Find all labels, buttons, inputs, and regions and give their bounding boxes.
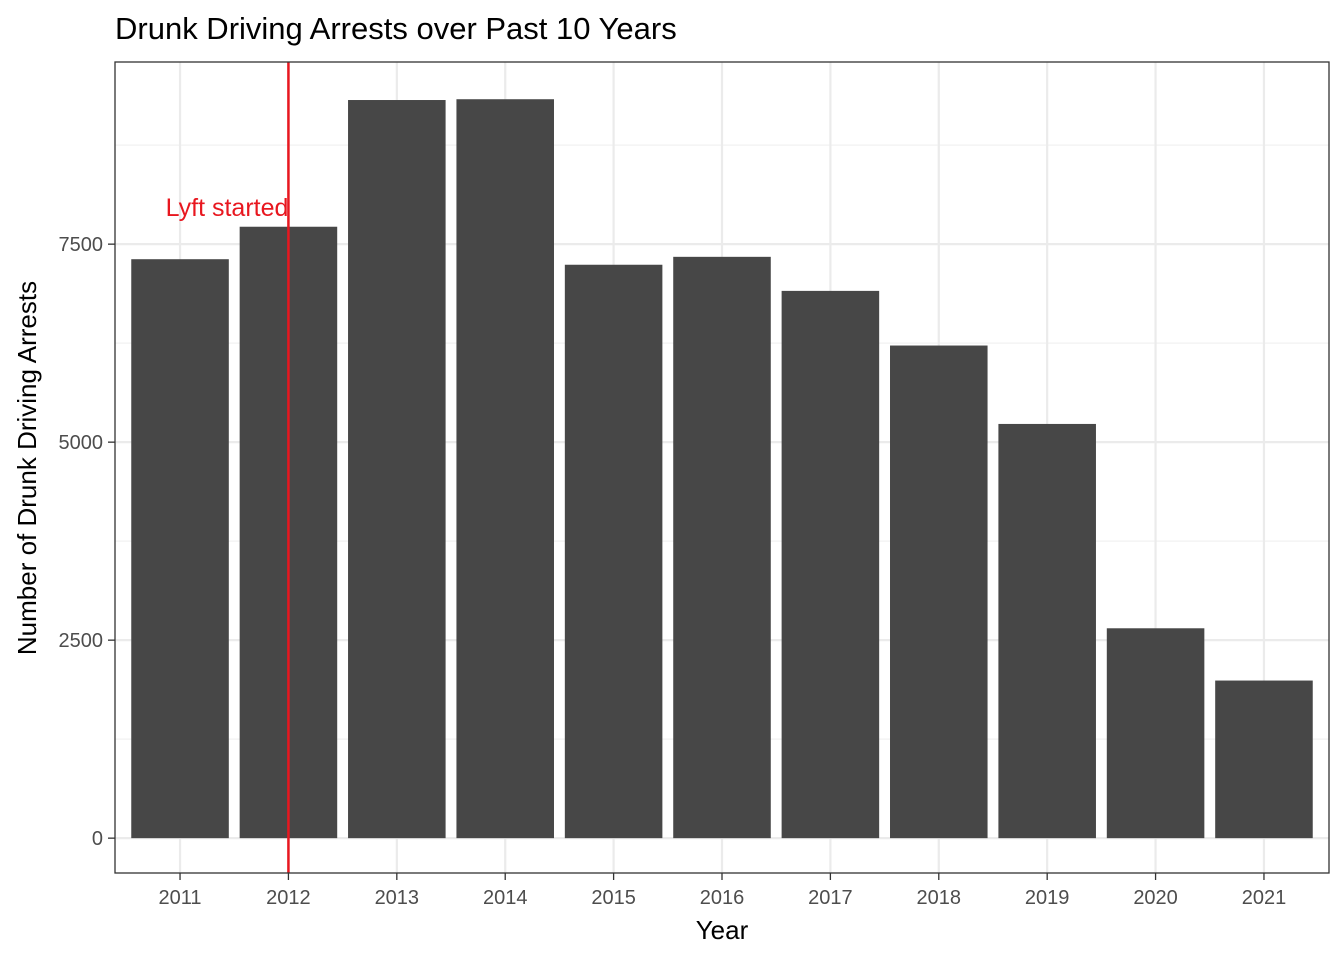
y-tick-label: 0: [92, 828, 103, 850]
bar-2020: [1106, 628, 1205, 839]
x-tick-label: 2019: [1025, 887, 1070, 909]
x-tick-label: 2016: [700, 887, 745, 909]
y-tick-label: 7500: [59, 234, 104, 256]
x-tick-label: 2012: [266, 887, 311, 909]
bars: [131, 99, 1313, 839]
x-tick-label: 2014: [483, 887, 528, 909]
x-tick-label: 2011: [159, 887, 202, 909]
bar-2011: [131, 259, 229, 839]
bar-2013: [348, 100, 446, 839]
x-tick-label: 2015: [591, 887, 636, 909]
x-axis: 2011 2012 2013 2014 2015 2016 2017 2018 2019 2020…: [159, 873, 1287, 909]
x-tick-label: 2013: [375, 887, 420, 909]
annotation-layer: Lyft started: [166, 62, 290, 873]
annotation-label: Lyft started: [166, 194, 289, 222]
chart-title: Drunk Driving Arrests over Past 10 Years: [115, 11, 677, 46]
bar-2018: [890, 345, 988, 839]
y-axis-title: Number of Drunk Driving Arrests: [12, 281, 42, 655]
y-tick-label: 5000: [59, 432, 104, 454]
x-tick-label: 2021: [1242, 887, 1287, 909]
x-tick-label: 2017: [808, 887, 853, 909]
bar-2021: [1215, 680, 1313, 839]
bar-2015: [564, 264, 663, 839]
y-tick-label: 2500: [59, 630, 104, 652]
x-tick-label: 2018: [917, 887, 962, 909]
bar-2014: [456, 99, 554, 839]
x-axis-title: Year: [696, 915, 749, 945]
y-axis: 0 2500 5000 7500: [59, 234, 115, 850]
bar-2016: [673, 256, 771, 839]
bar-2019: [998, 423, 1096, 839]
x-tick-label: 2020: [1133, 887, 1178, 909]
bar-2017: [781, 290, 880, 839]
